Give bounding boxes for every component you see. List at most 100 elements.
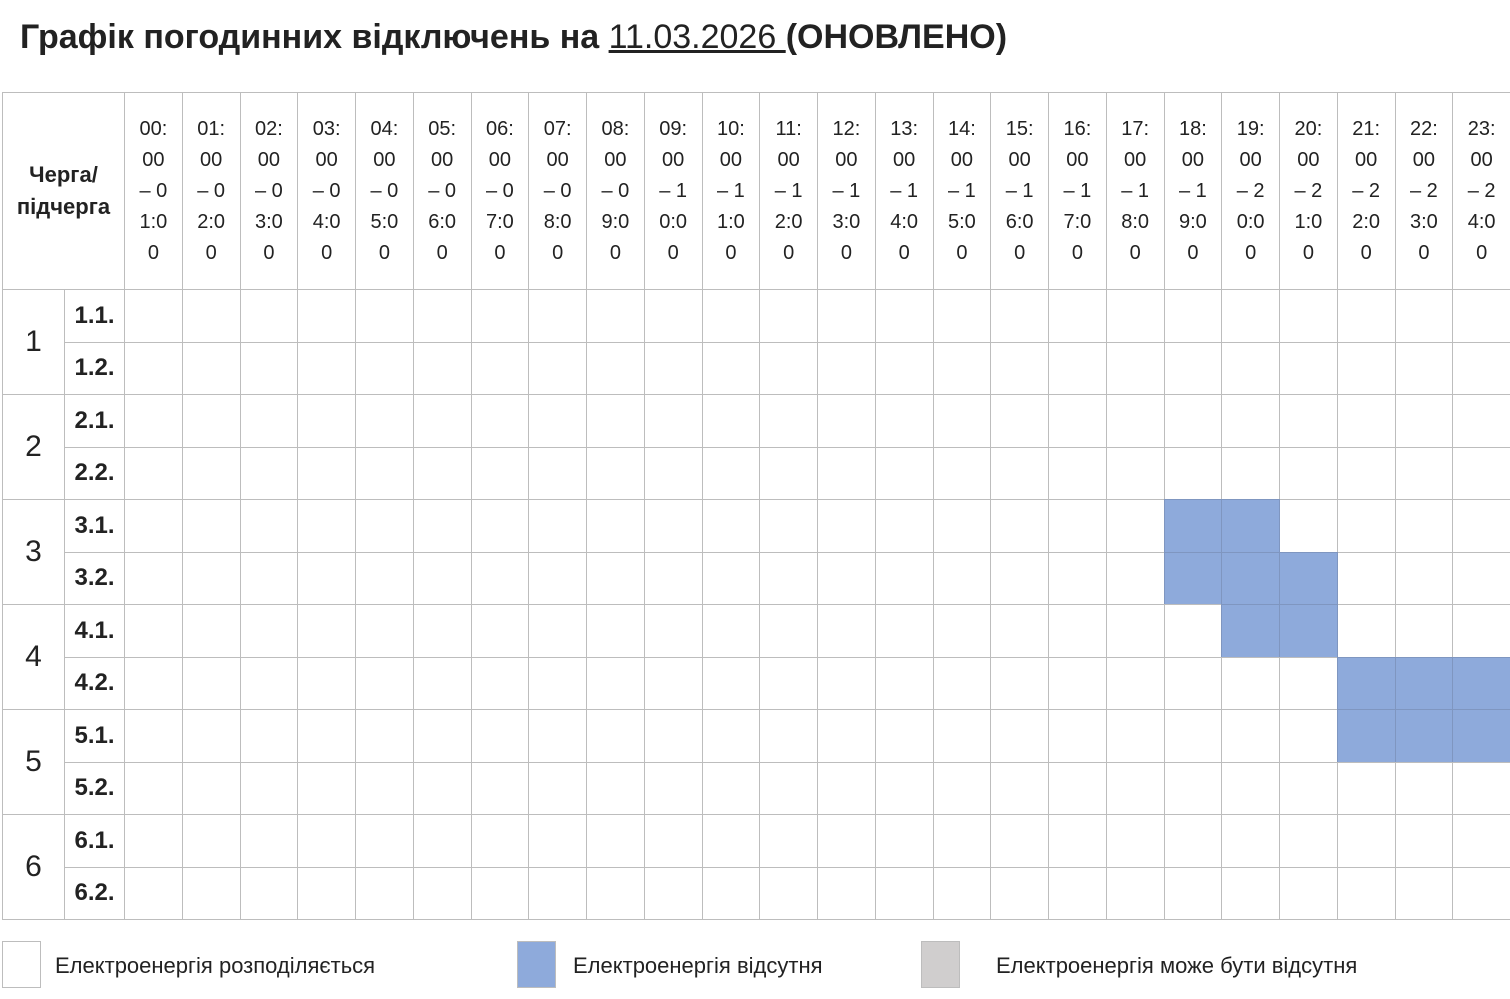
hour-cell	[1452, 289, 1510, 343]
hour-cell	[470, 499, 530, 553]
hour-cell	[586, 604, 645, 658]
hour-cell	[1163, 761, 1223, 815]
hour-cell	[701, 499, 761, 553]
hour-cell	[586, 656, 645, 710]
hour-cell	[1105, 761, 1165, 815]
hour-cell	[470, 656, 530, 710]
hour-cell	[1452, 866, 1510, 920]
hour-cell	[124, 446, 183, 500]
hour-cell	[181, 709, 241, 763]
hour-header: 17:00 – 18:00	[1105, 92, 1165, 290]
legend-label: Електроенергія може бути відсутня	[996, 953, 1358, 978]
hour-cell	[759, 866, 818, 920]
hour-cell	[412, 656, 472, 710]
hour-cell	[1105, 814, 1165, 868]
hour-cell	[297, 289, 356, 343]
hour-cell	[470, 341, 530, 395]
hour-cell	[297, 341, 356, 395]
hour-cell	[181, 551, 241, 605]
hour-cell	[874, 866, 934, 920]
hour-cell	[181, 289, 241, 343]
hour-cell	[1163, 394, 1223, 448]
hour-header: 05:00 – 06:00	[412, 92, 472, 290]
hour-cell	[412, 394, 472, 448]
hour-cell	[297, 551, 356, 605]
legend-label: Електроенергія розподіляється	[55, 953, 376, 978]
hour-label: 22:00 – 23:00	[1409, 117, 1438, 264]
hour-cell	[1394, 446, 1454, 500]
subgroup-label: 3.1.	[64, 499, 125, 553]
hour-cell	[932, 341, 992, 395]
hour-cell	[1279, 446, 1338, 500]
hour-cell	[874, 604, 934, 658]
hour-cell	[817, 656, 876, 710]
hour-cell	[643, 604, 703, 658]
hour-cell	[1336, 604, 1396, 658]
hour-cell	[874, 289, 934, 343]
hour-cell	[1048, 446, 1107, 500]
hour-cell	[355, 604, 414, 658]
hour-cell	[586, 341, 645, 395]
hour-cell	[470, 289, 530, 343]
hour-cell	[412, 341, 472, 395]
hour-cell	[470, 709, 530, 763]
hour-cell	[1105, 341, 1165, 395]
hour-header: 14:00 – 15:00	[932, 92, 992, 290]
hour-cell	[586, 394, 645, 448]
legend-swatch	[921, 941, 960, 988]
hour-cell	[124, 656, 183, 710]
hour-cell	[643, 761, 703, 815]
hour-cell	[412, 709, 472, 763]
hour-cell	[355, 446, 414, 500]
hour-header: 22:00 – 23:00	[1394, 92, 1454, 290]
hour-cell	[412, 604, 472, 658]
hour-cell	[528, 499, 587, 553]
hour-cell	[990, 709, 1049, 763]
hour-cell	[643, 866, 703, 920]
hour-cell	[874, 551, 934, 605]
group-label: 6	[2, 814, 65, 920]
subgroup-label: 3.2.	[64, 551, 125, 605]
hour-cell	[586, 866, 645, 920]
hour-cell	[1336, 394, 1396, 448]
hour-label: 19:00 – 20:00	[1236, 117, 1265, 264]
hour-cell	[124, 604, 183, 658]
hour-cell	[124, 341, 183, 395]
hour-cell	[1336, 341, 1396, 395]
hour-cell	[586, 446, 645, 500]
subgroup-label: 4.1.	[64, 604, 125, 658]
hour-label: 15:00 – 16:00	[1005, 117, 1034, 264]
hour-cell	[1048, 604, 1107, 658]
hour-cell	[1452, 394, 1510, 448]
hour-cell	[1336, 499, 1396, 553]
hour-header: 19:00 – 20:00	[1221, 92, 1280, 290]
outage-cell	[1163, 499, 1223, 553]
hour-header: 13:00 – 14:00	[874, 92, 934, 290]
hour-cell	[124, 394, 183, 448]
hour-cell	[1394, 866, 1454, 920]
hour-cell	[932, 394, 992, 448]
hour-cell	[1336, 761, 1396, 815]
hour-header: 07:00 – 08:00	[528, 92, 587, 290]
hour-cell	[239, 866, 299, 920]
hour-cell	[355, 814, 414, 868]
hour-label: 11:00 – 12:00	[774, 117, 803, 264]
hour-cell	[470, 814, 530, 868]
hour-cell	[1452, 446, 1510, 500]
hour-cell	[874, 814, 934, 868]
hour-cell	[470, 551, 530, 605]
hour-cell	[759, 446, 818, 500]
hour-cell	[1163, 446, 1223, 500]
hour-cell	[1105, 656, 1165, 710]
hour-cell	[239, 551, 299, 605]
hour-cell	[1279, 341, 1338, 395]
hour-cell	[1163, 866, 1223, 920]
hour-cell	[297, 761, 356, 815]
hour-cell	[1163, 709, 1223, 763]
hour-cell	[470, 604, 530, 658]
hour-header: 02:00 – 03:00	[239, 92, 299, 290]
hour-cell	[528, 709, 587, 763]
hour-cell	[1221, 289, 1280, 343]
hour-cell	[181, 866, 241, 920]
hour-label: 21:00 – 22:00	[1352, 117, 1381, 264]
